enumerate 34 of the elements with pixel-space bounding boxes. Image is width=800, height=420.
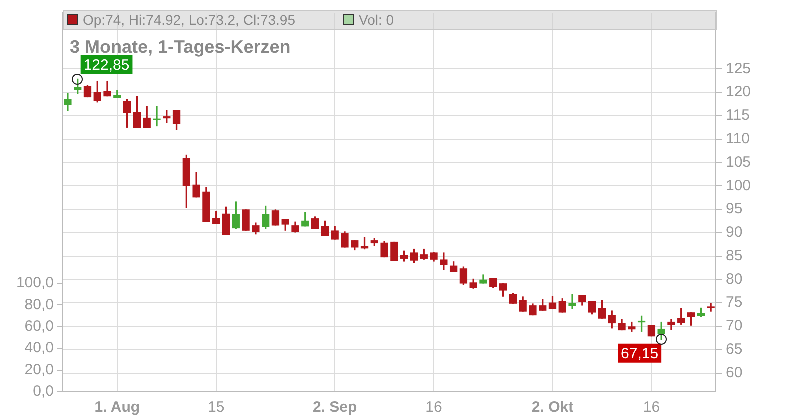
annotation: 67,15 bbox=[621, 345, 659, 362]
candlestick bbox=[153, 106, 161, 127]
y-tick-label: 80 bbox=[726, 270, 743, 288]
y-tick-label: 85 bbox=[726, 247, 743, 264]
y-tick-label: 95 bbox=[726, 200, 743, 218]
y-tick-label: 75 bbox=[726, 294, 743, 312]
y2-tick-label: 0,0 bbox=[33, 383, 54, 400]
annotation: Op:74, Hi:74.92, Lo:73.2, Cl:73.95 bbox=[83, 11, 296, 29]
y-tick-label: 115 bbox=[726, 107, 750, 124]
y-tick-label: 60 bbox=[726, 364, 743, 382]
y-tick-label: 110 bbox=[726, 130, 750, 148]
y-tick-label: 125 bbox=[726, 60, 752, 78]
y2-tick-label: 100,0 bbox=[16, 274, 54, 292]
x-tick-label: 16 bbox=[643, 399, 660, 416]
text: 3 Monate, 1-Tages-Kerzen bbox=[70, 36, 291, 58]
x-tick-label: 15 bbox=[208, 399, 225, 416]
y-tick-label: 90 bbox=[726, 224, 743, 242]
y-tick-label: 120 bbox=[726, 84, 752, 101]
annotation: 122,85 bbox=[84, 56, 130, 74]
x-tick-label: 1. Aug bbox=[94, 399, 140, 416]
y-tick-label: 100 bbox=[726, 177, 752, 194]
x-tick-label: 16 bbox=[426, 399, 442, 416]
y2-tick-label: 60,0 bbox=[24, 318, 54, 335]
y-tick-label: 70 bbox=[726, 318, 743, 335]
candlestick bbox=[568, 294, 576, 310]
y-tick-label: 105 bbox=[726, 154, 752, 171]
y2-tick-label: 80,0 bbox=[24, 296, 54, 314]
annotation: Vol: 0 bbox=[359, 11, 394, 29]
candlestick bbox=[707, 303, 715, 312]
x-tick-label: 2. Okt bbox=[532, 399, 574, 416]
y-tick-label: 65 bbox=[726, 341, 743, 358]
y2-tick-label: 40,0 bbox=[24, 340, 54, 357]
y2-tick-label: 20,0 bbox=[24, 361, 54, 378]
x-tick-label: 2. Sep bbox=[312, 399, 358, 416]
